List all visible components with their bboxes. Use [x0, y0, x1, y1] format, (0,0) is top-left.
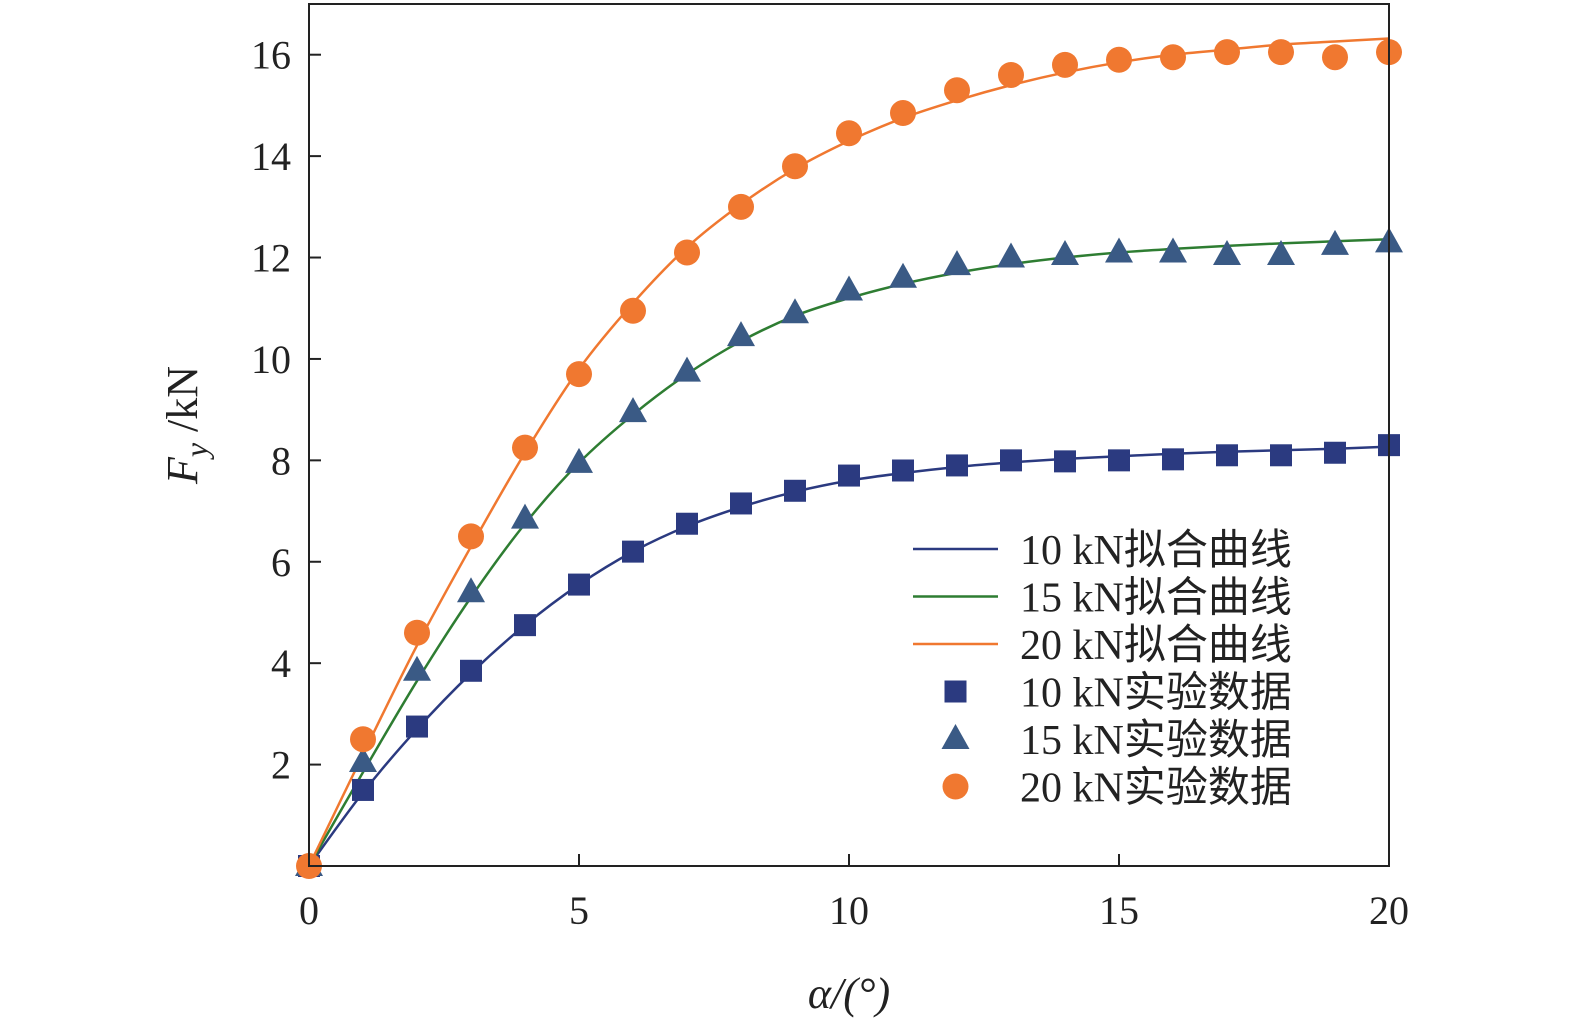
- y-tick-label: 2: [271, 743, 291, 788]
- data-point: [889, 262, 917, 288]
- data-point: [946, 454, 968, 477]
- data-point: [349, 747, 377, 773]
- data-point: [514, 614, 536, 637]
- data-point: [1321, 229, 1349, 255]
- data-point: [406, 715, 428, 738]
- legend-marker-3: [942, 773, 969, 800]
- x-tick-labels: 0 5 10 15 20: [299, 888, 1409, 933]
- data-point: [404, 619, 430, 646]
- data-point: [998, 61, 1024, 88]
- data-point: [784, 479, 806, 502]
- data-series-3: [296, 39, 1402, 879]
- data-point: [458, 523, 484, 550]
- data-point: [1162, 448, 1184, 471]
- data-point: [835, 275, 863, 301]
- data-point: [1106, 46, 1132, 73]
- data-point: [1324, 441, 1346, 464]
- data-point: [1213, 239, 1241, 265]
- y-tick-label: 8: [271, 438, 291, 483]
- data-point: [1270, 444, 1292, 467]
- data-point: [1322, 44, 1348, 71]
- x-tick-label: 10: [829, 888, 869, 933]
- y-tick-label: 16: [251, 33, 291, 78]
- data-point: [1052, 51, 1078, 78]
- legend-label: 10 kN拟合曲线: [1020, 528, 1292, 574]
- y-axis-title-unit: /kN: [158, 366, 207, 443]
- y-tick-label: 4: [271, 641, 291, 686]
- data-point: [944, 77, 970, 104]
- data-point: [943, 250, 971, 276]
- data-point: [620, 297, 646, 324]
- data-point: [511, 503, 539, 529]
- legend-label: 15 kN拟合曲线: [1020, 576, 1292, 622]
- data-point: [1054, 450, 1076, 473]
- y-axis-title-main: F: [158, 456, 207, 485]
- data-point: [1267, 239, 1295, 265]
- axis-ticks: [308, 53, 1390, 866]
- data-point: [457, 577, 485, 603]
- legend-marker-2: [941, 724, 970, 749]
- x-tick-label: 15: [1099, 888, 1139, 933]
- data-point: [730, 492, 752, 515]
- data-point: [1051, 239, 1079, 265]
- data-point: [619, 397, 647, 423]
- data-point: [403, 655, 431, 681]
- data-point: [997, 242, 1025, 268]
- y-axis-title: Fy /kN: [158, 366, 214, 485]
- fit-curve-2: [307, 238, 1390, 867]
- data-point: [676, 512, 698, 535]
- data-series-1: [298, 434, 1400, 877]
- data-point: [838, 464, 860, 487]
- data-point: [727, 321, 755, 347]
- data-point: [1216, 444, 1238, 467]
- y-tick-label: 6: [271, 540, 291, 585]
- data-point: [782, 153, 808, 180]
- data-point: [674, 239, 700, 266]
- data-point: [568, 573, 590, 596]
- data-point: [512, 434, 538, 461]
- data-point: [622, 540, 644, 563]
- y-axis-title-subscript: y: [178, 442, 214, 460]
- y-tick-label: 10: [251, 337, 291, 382]
- data-point: [350, 726, 376, 753]
- legend-label: 20 kN实验数据: [1020, 765, 1292, 812]
- y-tick-label: 12: [251, 236, 291, 281]
- x-tick-label: 0: [299, 888, 319, 933]
- data-point: [892, 459, 914, 482]
- data-point: [565, 447, 593, 473]
- data-point: [1159, 237, 1187, 263]
- data-point: [728, 193, 754, 220]
- legend-label: 15 kN实验数据: [1020, 717, 1292, 764]
- data-point: [352, 778, 374, 801]
- y-tick-labels: 2 4 6 8 10 12 14 16: [251, 33, 291, 788]
- y-tick-label: 14: [251, 134, 291, 179]
- data-point: [1160, 44, 1186, 71]
- data-point: [1000, 449, 1022, 472]
- data-point: [781, 298, 809, 324]
- data-point: [890, 100, 916, 127]
- legend-label: 10 kN实验数据: [1020, 670, 1292, 717]
- x-tick-label: 5: [569, 888, 589, 933]
- data-point: [1214, 39, 1240, 66]
- data-markers: [295, 39, 1403, 879]
- x-tick-label: 20: [1369, 888, 1409, 933]
- data-point: [673, 356, 701, 382]
- legend-label: 20 kN拟合曲线: [1020, 623, 1292, 669]
- data-point: [566, 361, 592, 388]
- data-point: [1105, 237, 1133, 263]
- data-point: [460, 659, 482, 682]
- legend-marker-1: [944, 680, 967, 703]
- data-point: [1268, 39, 1294, 66]
- data-point: [836, 120, 862, 147]
- data-point: [1108, 449, 1130, 472]
- x-axis-title: α/(°): [808, 969, 890, 1018]
